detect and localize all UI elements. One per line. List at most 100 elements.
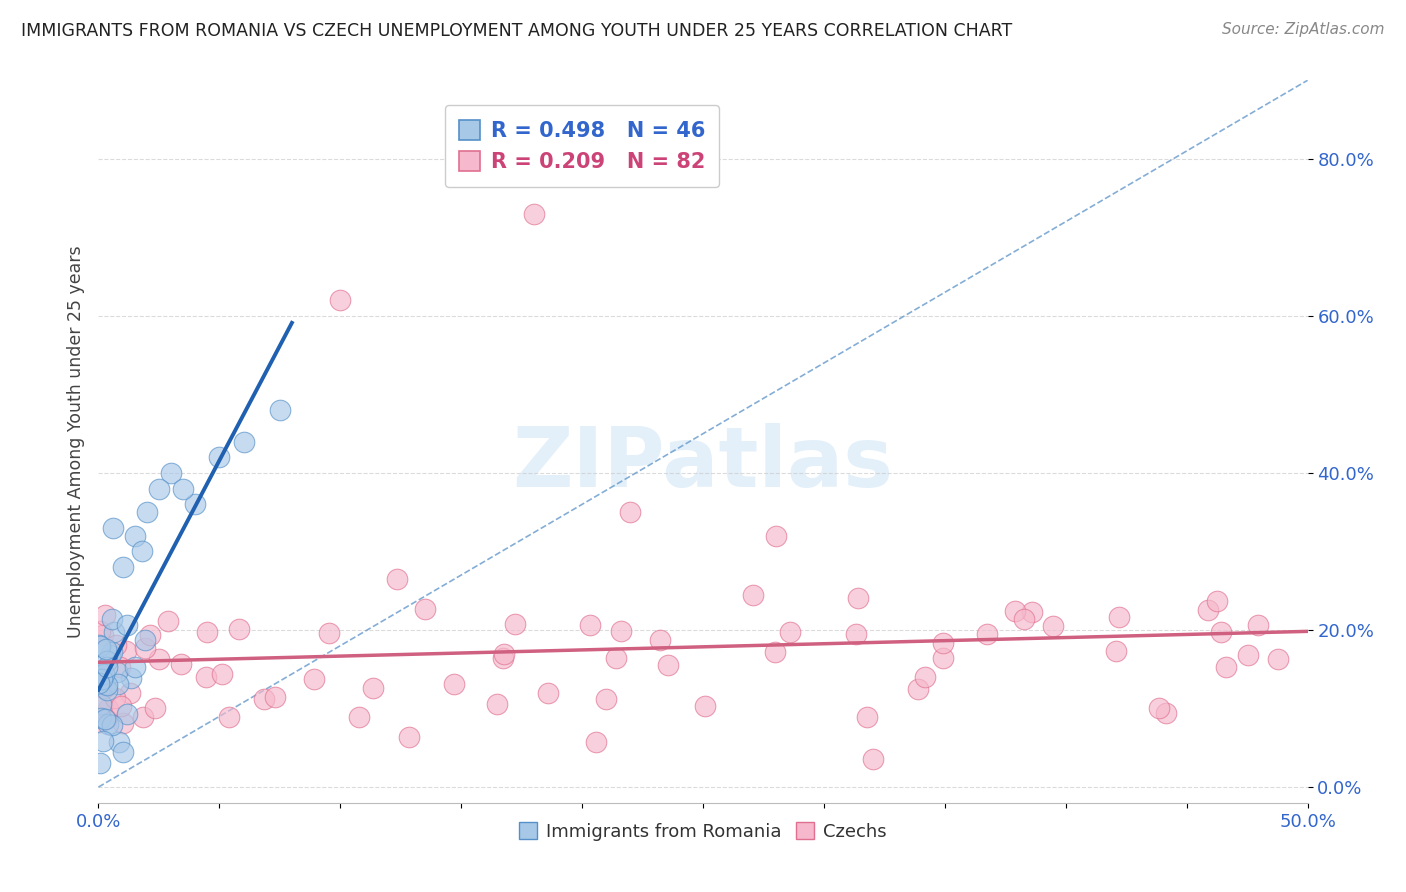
Point [1012, 612, 1035, 626]
Point [96, 678, 118, 692]
Point [347, 710, 370, 724]
Point [855, 710, 877, 724]
Point [523, 207, 546, 221]
Legend: Immigrants from Romania, Czechs: Immigrants from Romania, Czechs [512, 815, 894, 848]
Point [1154, 706, 1177, 721]
Point [101, 645, 124, 659]
Point [184, 497, 207, 511]
Point [135, 505, 157, 519]
Point [87, 670, 110, 684]
Point [486, 697, 509, 711]
Point [101, 521, 124, 535]
Point [1105, 644, 1128, 658]
Y-axis label: Unemployment Among Youth under 25 years: Unemployment Among Youth under 25 years [66, 245, 84, 638]
Point [253, 692, 276, 706]
Point [211, 666, 233, 681]
Point [131, 544, 153, 558]
Point [695, 699, 717, 714]
Point [124, 660, 146, 674]
Point [108, 735, 131, 749]
Point [1004, 604, 1026, 618]
Point [138, 628, 160, 642]
Point [91, 699, 114, 714]
Point [104, 690, 127, 705]
Point [398, 731, 420, 745]
Point [976, 627, 998, 641]
Point [91, 628, 114, 642]
Point [160, 466, 183, 480]
Point [107, 676, 129, 690]
Point [1236, 648, 1258, 662]
Point [96, 659, 118, 673]
Point [111, 745, 134, 759]
Text: ZIPatlas: ZIPatlas [513, 423, 893, 504]
Point [1108, 610, 1130, 624]
Point [650, 632, 672, 647]
Point [194, 670, 217, 684]
Point [263, 690, 285, 704]
Point [1147, 701, 1170, 715]
Point [269, 403, 291, 417]
Point [218, 709, 240, 723]
Point [605, 650, 627, 665]
Point [101, 612, 124, 626]
Point [491, 651, 513, 665]
Point [657, 658, 679, 673]
Point [94, 712, 117, 726]
Point [97, 717, 120, 731]
Point [94, 712, 117, 726]
Point [148, 482, 170, 496]
Point [89, 676, 111, 690]
Point [131, 710, 153, 724]
Point [93, 681, 115, 695]
Point [89, 756, 111, 771]
Point [90, 711, 112, 725]
Point [172, 482, 194, 496]
Point [118, 686, 141, 700]
Point [302, 673, 325, 687]
Point [110, 659, 132, 673]
Point [907, 681, 929, 696]
Point [89, 638, 111, 652]
Point [1267, 652, 1289, 666]
Point [96, 683, 118, 698]
Point [329, 293, 352, 308]
Point [134, 640, 156, 655]
Point [114, 644, 136, 658]
Point [124, 529, 146, 543]
Point [94, 608, 117, 623]
Point [914, 670, 936, 684]
Point [89, 624, 111, 639]
Point [609, 624, 631, 638]
Point [117, 707, 139, 722]
Point [779, 625, 801, 640]
Point [91, 734, 114, 748]
Text: IMMIGRANTS FROM ROMANIA VS CZECH UNEMPLOYMENT AMONG YOUTH UNDER 25 YEARS CORRELA: IMMIGRANTS FROM ROMANIA VS CZECH UNEMPLO… [21, 22, 1012, 40]
Point [89, 714, 111, 729]
Point [93, 666, 115, 681]
Point [844, 627, 866, 641]
Point [105, 665, 128, 679]
Point [96, 654, 118, 668]
Point [232, 434, 254, 449]
Point [112, 716, 135, 731]
Point [103, 625, 125, 640]
Point [765, 529, 787, 543]
Point [318, 626, 340, 640]
Point [195, 625, 218, 640]
Point [846, 591, 869, 606]
Point [443, 677, 465, 691]
Point [105, 638, 128, 652]
Point [763, 645, 786, 659]
Point [90, 698, 112, 712]
Point [110, 698, 132, 713]
Point [98, 648, 121, 662]
Point [503, 617, 526, 632]
Point [537, 686, 560, 700]
Point [363, 681, 385, 696]
Point [932, 636, 955, 650]
Point [97, 702, 120, 716]
Point [120, 671, 142, 685]
Point [932, 651, 955, 665]
Point [89, 640, 111, 654]
